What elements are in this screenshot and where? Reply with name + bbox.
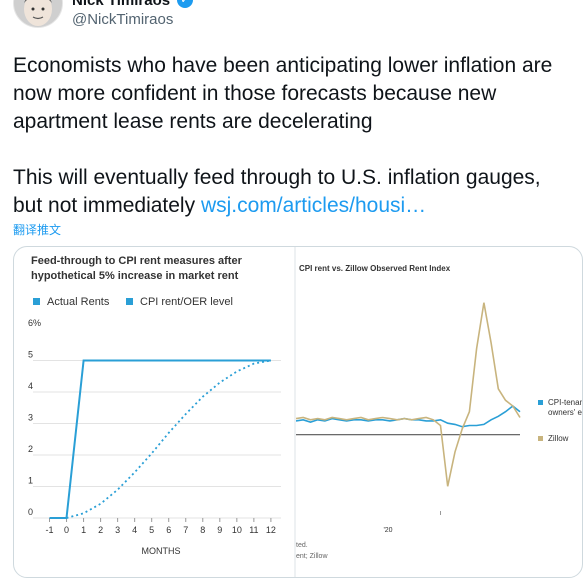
x-axis-label: MONTHS xyxy=(142,546,181,556)
x-tick-label: 5 xyxy=(149,525,154,535)
chart-title-line2: hypothetical 5% increase in market rent xyxy=(31,270,239,282)
media-card[interactable]: Feed-through to CPI rent measures after … xyxy=(13,246,583,578)
translate-tweet-link[interactable]: 翻译推文 xyxy=(13,223,62,237)
chart2-note-1: ted. xyxy=(296,542,308,549)
feedthrough-chart: Feed-through to CPI rent measures after … xyxy=(14,247,294,577)
author-handle[interactable]: @NickTimiraos xyxy=(72,11,174,28)
chart2-title: CPI rent vs. Zillow Observed Rent Index xyxy=(299,264,451,273)
y-tick-label: 5 xyxy=(28,350,33,360)
tweet-paragraph-1: Economists who have been anticipating lo… xyxy=(13,54,553,133)
legend-cpi-tenant-label-2: owners' e xyxy=(548,408,582,417)
legend-zillow-swatch xyxy=(538,436,543,441)
x-tick-label: 4 xyxy=(132,525,137,535)
x-tick-label: '20 xyxy=(383,527,392,534)
x-tick-label: 10 xyxy=(232,525,242,535)
series-cpi-tenant xyxy=(295,404,521,428)
legend-actual-swatch xyxy=(33,298,40,305)
feedthrough-chart-svg: Feed-through to CPI rent measures after … xyxy=(28,255,281,556)
y-tick-label: 2 xyxy=(28,444,33,454)
y-tick-label: 0 xyxy=(28,507,33,517)
y-tick-label: 4 xyxy=(28,381,33,391)
legend-cpi-swatch xyxy=(126,298,133,305)
x-tick-label: 9 xyxy=(217,525,222,535)
x-tick-label: 8 xyxy=(200,525,205,535)
x-tick-label: 0 xyxy=(64,525,69,535)
cpi-zillow-chart: CPI rent vs. Zillow Observed Rent Index … xyxy=(295,247,582,577)
legend-zillow-label: Zillow xyxy=(548,434,569,443)
x-tick-label: 1 xyxy=(81,525,86,535)
x-tick-label: 7 xyxy=(183,525,188,535)
x-tick-label: 3 xyxy=(115,525,120,535)
y-tick-label: 3 xyxy=(28,413,33,423)
legend-actual-label: Actual Rents xyxy=(47,296,110,308)
chart-divider xyxy=(294,247,296,577)
article-link[interactable]: wsj.com/articles/housi… xyxy=(200,194,427,217)
x-tick-label: 2 xyxy=(98,525,103,535)
chart-title-line1: Feed-through to CPI rent measures after xyxy=(31,255,243,267)
tweet-paragraph-2: This will eventually feed through to U.S… xyxy=(13,164,573,220)
legend-cpi-label: CPI rent/OER level xyxy=(140,296,233,308)
x-tick-label: 11 xyxy=(249,525,258,535)
verified-badge-icon: ✓ xyxy=(177,0,193,8)
x-tick-label: -1 xyxy=(46,525,54,535)
author-name[interactable]: Nick Timiraos xyxy=(72,0,171,9)
series-zillow xyxy=(295,302,521,487)
tweet-text: Economists who have been anticipating lo… xyxy=(13,52,573,220)
x-tick-label: 6 xyxy=(166,525,171,535)
chart2-note-2: ent; Zillow xyxy=(296,553,328,560)
x-tick-label: 12 xyxy=(266,525,276,535)
series-actual-rents xyxy=(49,359,271,519)
y-tick-label: 1 xyxy=(28,476,33,486)
avatar[interactable] xyxy=(13,0,63,28)
series-cpi-rent xyxy=(66,359,272,519)
legend-cpi-tenant-swatch xyxy=(538,400,543,405)
tweet-paragraph-2-text: This will eventually feed through to U.S… xyxy=(13,166,541,217)
avatar-image xyxy=(14,0,62,27)
legend-cpi-tenant-label: CPI-tenan xyxy=(548,398,582,407)
y-unit-label: 6% xyxy=(28,318,41,328)
cpi-zillow-chart-svg: CPI rent vs. Zillow Observed Rent Index … xyxy=(295,264,582,560)
